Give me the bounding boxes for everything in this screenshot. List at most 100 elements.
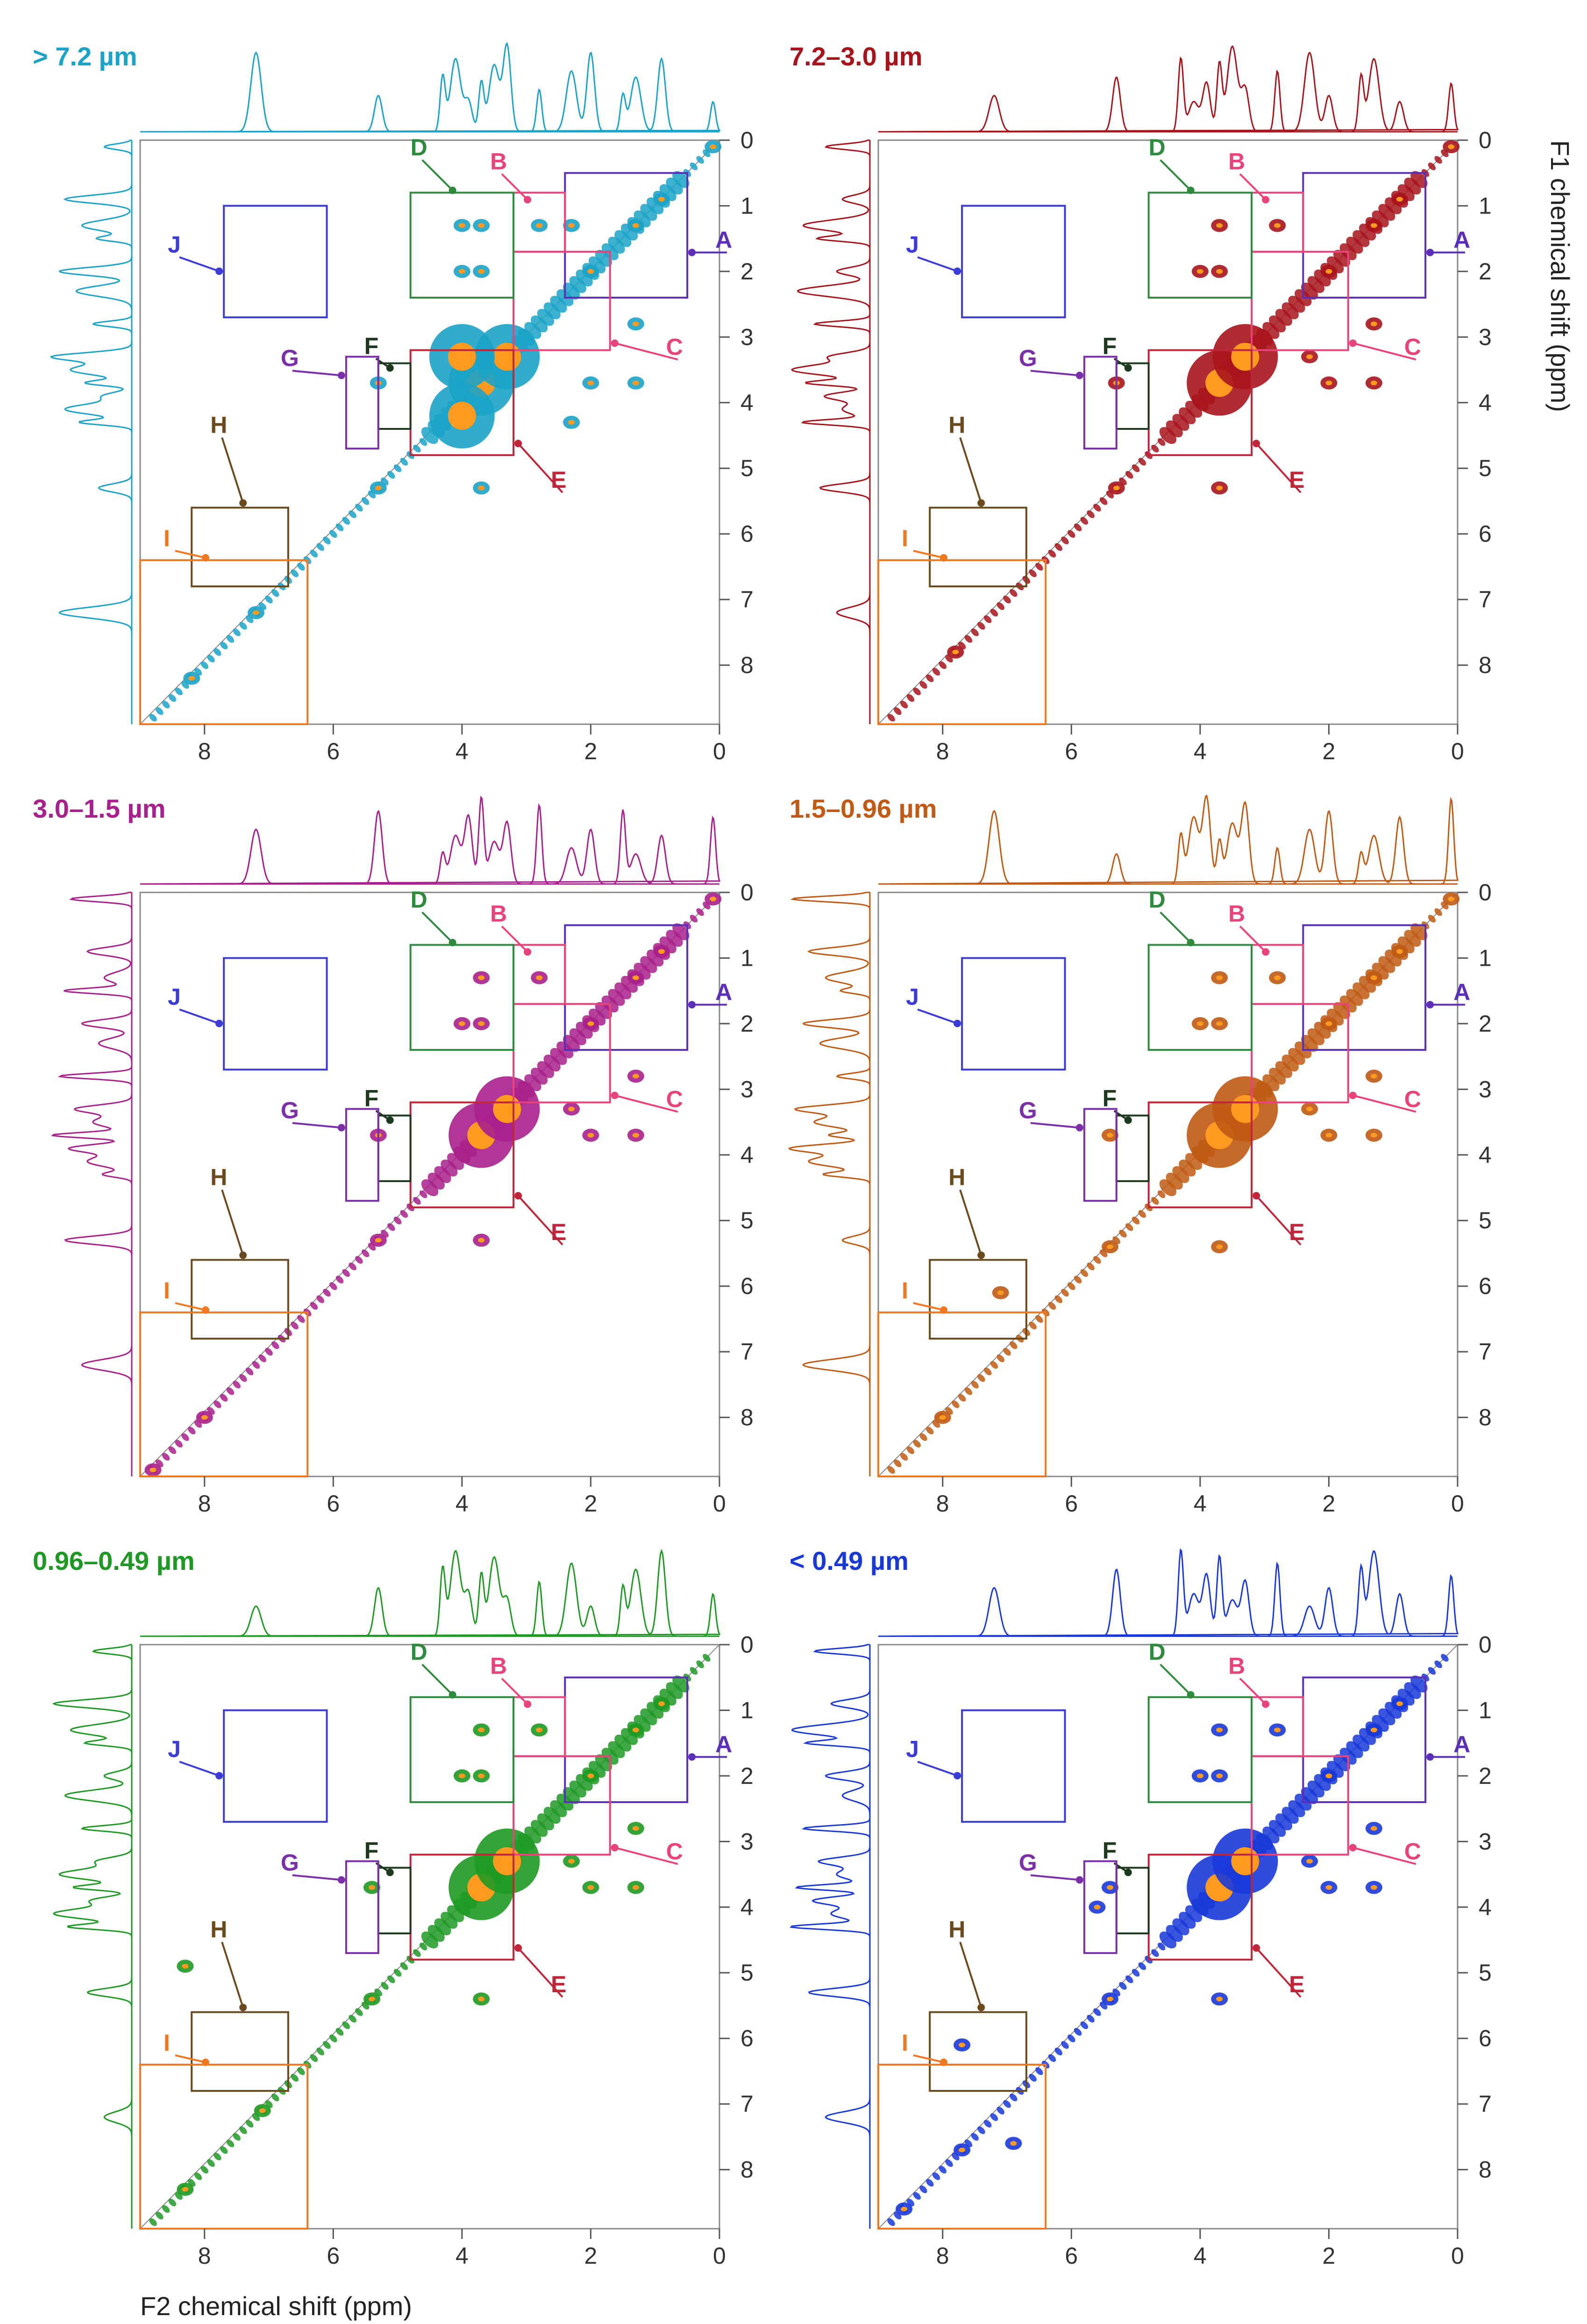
diagonal-ridge-mark (919, 681, 927, 689)
diagonal-ridge-mark (1428, 162, 1436, 171)
region-label-f: F (364, 1838, 379, 1864)
diagonal-ridge-mark (983, 2120, 992, 2128)
cross-peak-core (1196, 1773, 1203, 1778)
region-arrow-e (1255, 442, 1302, 493)
diagonal-ridge-mark (1054, 1295, 1063, 1304)
region-arrow-b (501, 925, 528, 953)
y-tick-label: 6 (1479, 521, 1492, 547)
region-box-h (191, 1259, 289, 1340)
region-arrowhead-e (514, 440, 522, 448)
region-arrowhead-i (940, 554, 947, 562)
region-box-d (1147, 944, 1253, 1051)
x-tick-label: 6 (1065, 738, 1078, 764)
region-label-a: A (1453, 227, 1470, 253)
diagonal-ridge-mark (1441, 1654, 1449, 1662)
region-arrow-j (179, 1008, 220, 1025)
diagonal-ridge-mark (329, 1282, 337, 1290)
diagonal-ridge-mark (990, 608, 998, 617)
region-arrowhead-b (524, 948, 532, 956)
diagonal-ridge-mark (181, 1433, 189, 1441)
plot-frame (877, 1644, 1459, 2230)
region-arrow-i (913, 1302, 944, 1311)
y-tick-label: 3 (740, 1076, 754, 1102)
plot-frame (139, 139, 720, 725)
region-arrowhead-c (1349, 1091, 1357, 1099)
y-tick-label: 5 (1479, 455, 1492, 481)
cross-peak-core (632, 1727, 639, 1732)
diagonal-ridge-mark (323, 536, 331, 544)
diagonal-ridge-mark (939, 2166, 947, 2174)
diagonal-ridge-mark (297, 563, 305, 571)
diagonal-ridge-mark (335, 1276, 344, 1283)
cross-peak-core (939, 1415, 946, 1420)
x-tick-label: 6 (1065, 2243, 1078, 2269)
region-arrowhead-h (239, 499, 247, 507)
cross-peak-core (632, 1074, 639, 1079)
region-arrow-h (959, 1189, 982, 1256)
cross-peak-core (568, 1859, 575, 1864)
cross-peak-core (253, 610, 259, 615)
region-label-g: G (281, 1097, 299, 1123)
cross-peak-core (1370, 321, 1377, 327)
region-arrowhead-i (940, 1306, 947, 1314)
region-arrowhead-d (1187, 186, 1195, 194)
region-arrow-c (1352, 1846, 1416, 1865)
diagonal-ridge-mark (1119, 1982, 1127, 1990)
diagonal-ridge-mark (310, 2054, 318, 2062)
diagonal-ridge-mark (1029, 569, 1037, 577)
y-tick-label: 3 (740, 1828, 754, 1854)
diagonal-ridge-mark (168, 694, 177, 702)
y-tick-label: 6 (1479, 2025, 1492, 2052)
x-tick-label: 2 (1322, 1490, 1335, 1517)
cross-peak-core (478, 1727, 485, 1732)
cross-peak-core (1231, 1847, 1260, 1875)
diagonal-ridge-mark (1048, 1302, 1056, 1310)
region-label-g: G (281, 345, 299, 371)
cross-peak-core (493, 1095, 521, 1123)
region-box-g (345, 356, 379, 450)
cross-peak-core (587, 269, 594, 274)
cross-peak-core (478, 975, 485, 980)
diagonal-ridge-mark (913, 687, 921, 696)
region-arrow-i (175, 549, 206, 559)
diagonal-ridge-mark (213, 1400, 221, 1408)
region-arrow-c (614, 1846, 678, 1865)
region-arrowhead-b (524, 196, 532, 204)
diagonal-ridge-mark (1061, 536, 1069, 544)
diagonal-ridge-mark (983, 615, 992, 623)
region-arrow-e (517, 1195, 563, 1246)
cross-peak-core (182, 1964, 189, 1969)
region-label-g: G (1019, 1097, 1037, 1123)
cross-peak-core (632, 1885, 639, 1890)
diagonal-ridge-mark (162, 1453, 170, 1461)
diagonal-ridge-mark (168, 2198, 177, 2207)
diagonal-ridge-mark (393, 1969, 402, 1977)
region-arrow-j (917, 1008, 958, 1025)
region-box-c (512, 250, 611, 351)
region-box-i (139, 1311, 309, 1478)
region-label-h: H (210, 1164, 227, 1191)
diagonal-ridge-mark (323, 2041, 331, 2049)
region-arrowhead-g (337, 371, 345, 379)
region-box-c (512, 1755, 611, 1856)
region-label-e: E (551, 467, 566, 493)
y-tick-label: 2 (1479, 1011, 1492, 1037)
diagonal-ridge-mark (233, 1381, 241, 1389)
cross-peak-core (587, 1773, 594, 1778)
region-box-j (223, 205, 328, 319)
cross-peak-core (632, 1826, 639, 1831)
diagonal-ridge-mark (387, 1223, 395, 1231)
region-box-i (139, 2063, 309, 2230)
panel-title-6: < 0.49 µm (790, 1546, 909, 1575)
region-arrowhead-j (954, 267, 961, 275)
region-label-j: J (906, 231, 919, 257)
region-box-i (877, 1311, 1047, 1478)
region-label-f: F (1103, 1838, 1117, 1864)
diagonal-ridge-mark (310, 549, 318, 558)
y-tick-label: 0 (740, 127, 754, 153)
y-tick-label: 1 (740, 1697, 754, 1723)
y-tick-label: 2 (740, 1011, 754, 1037)
cross-peak-core (959, 2042, 966, 2047)
cross-peak-core (587, 1021, 594, 1026)
diagonal-ridge-mark (233, 628, 241, 636)
